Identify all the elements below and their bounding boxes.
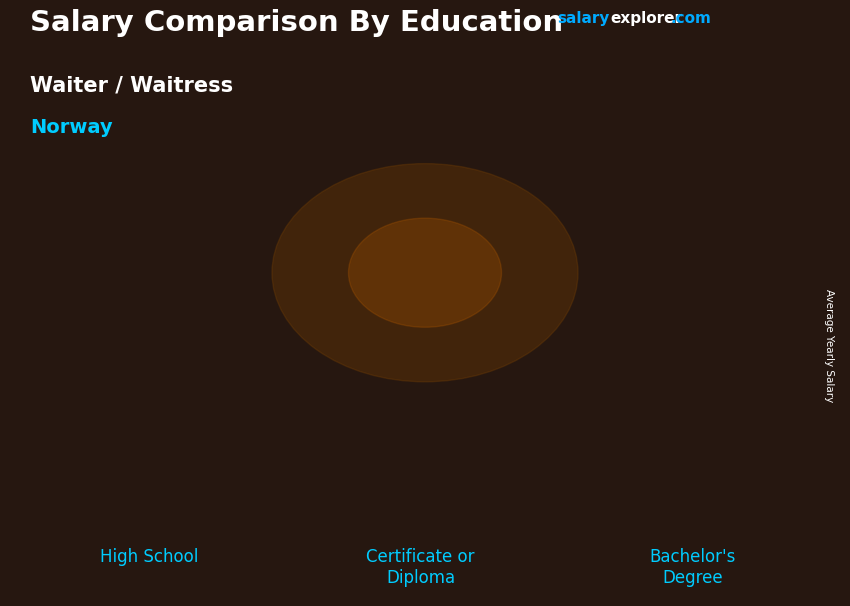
Circle shape <box>348 218 502 327</box>
Text: .com: .com <box>671 11 711 26</box>
Text: 177,000 NOK: 177,000 NOK <box>368 331 465 347</box>
Text: explorer: explorer <box>610 11 683 26</box>
Bar <box>659 92 774 105</box>
Polygon shape <box>128 415 243 422</box>
Text: High School: High School <box>99 548 198 567</box>
Polygon shape <box>607 233 722 239</box>
Bar <box>690 45 711 152</box>
Text: Salary Comparison By Education: Salary Comparison By Education <box>30 9 563 37</box>
Bar <box>607 239 705 533</box>
Bar <box>659 85 774 112</box>
Polygon shape <box>705 233 722 533</box>
Text: Waiter / Waitress: Waiter / Waitress <box>30 76 233 96</box>
Text: 297,000 NOK: 297,000 NOK <box>663 211 761 226</box>
Polygon shape <box>368 351 483 358</box>
Text: 113,000 NOK: 113,000 NOK <box>110 395 207 410</box>
Polygon shape <box>226 415 243 533</box>
Polygon shape <box>465 351 483 533</box>
Bar <box>128 422 226 533</box>
Circle shape <box>272 164 578 382</box>
Bar <box>695 45 706 152</box>
Text: Norway: Norway <box>30 118 112 137</box>
Text: Certificate or
Diploma: Certificate or Diploma <box>366 548 475 587</box>
Text: salary: salary <box>557 11 609 26</box>
Text: +57%: +57% <box>240 276 338 305</box>
Text: +68%: +68% <box>495 193 593 222</box>
Text: Bachelor's
Degree: Bachelor's Degree <box>649 548 736 587</box>
Bar <box>368 358 465 533</box>
Text: Average Yearly Salary: Average Yearly Salary <box>824 289 834 402</box>
